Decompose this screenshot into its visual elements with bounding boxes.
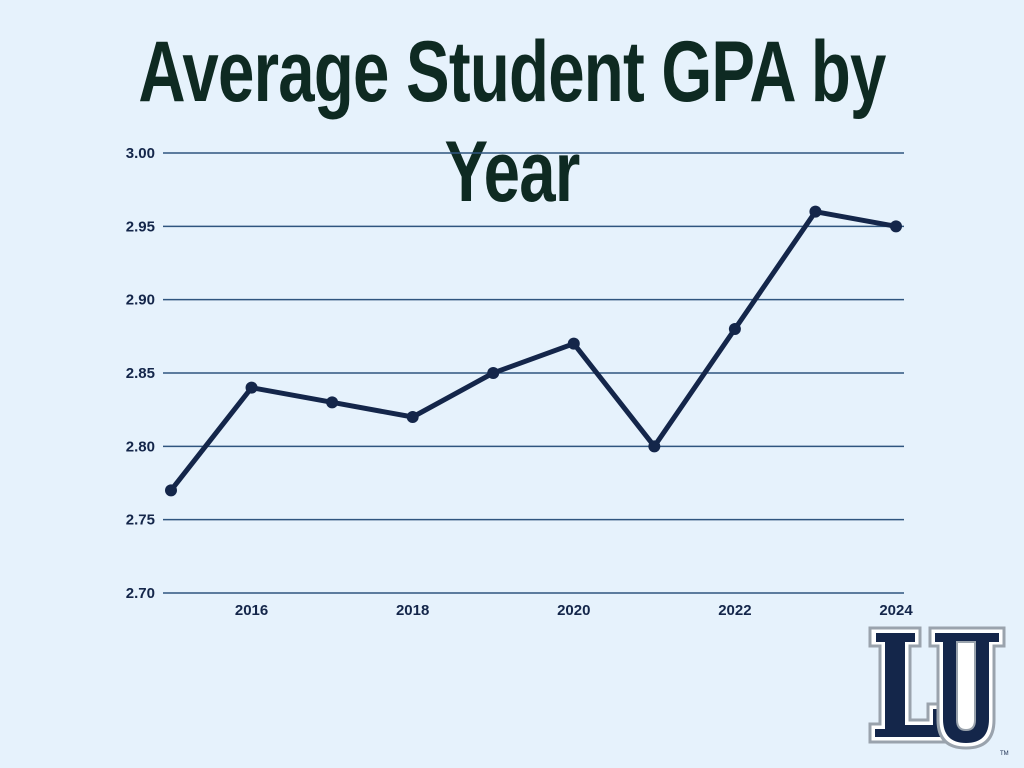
trademark-mark: TM — [1000, 751, 1009, 756]
data-point — [890, 220, 902, 233]
x-tick-label: 2020 — [557, 602, 590, 619]
x-tick-label: 2022 — [718, 602, 751, 619]
data-point — [809, 205, 822, 218]
data-point — [567, 337, 580, 350]
gridlines — [163, 152, 904, 594]
logo-letters — [868, 626, 1006, 750]
y-tick-label: 2.80 — [126, 438, 155, 455]
data-point — [648, 440, 661, 453]
data-point — [165, 484, 177, 497]
y-tick-label: 3.00 — [126, 145, 155, 162]
y-axis-ticks: 3.00 2.95 2.90 2.85 2.80 2.75 2.70 — [126, 145, 155, 602]
y-tick-label: 2.90 — [126, 292, 155, 309]
x-axis-ticks: 2016 2018 2020 2022 2024 — [235, 602, 913, 619]
data-point — [728, 323, 741, 335]
data-points — [165, 205, 902, 497]
x-tick-label: 2024 — [879, 602, 913, 619]
x-tick-label: 2018 — [396, 602, 429, 619]
data-point — [406, 411, 419, 423]
y-tick-label: 2.85 — [126, 365, 155, 382]
series-line — [168, 209, 899, 493]
data-point — [245, 381, 258, 394]
chart-title: Average Student GPA by Year — [138, 24, 886, 220]
y-tick-label: 2.75 — [126, 512, 155, 529]
lu-logo: TM — [868, 626, 1009, 756]
x-tick-label: 2016 — [235, 602, 268, 619]
y-tick-label: 2.95 — [126, 218, 155, 235]
data-point — [487, 367, 500, 379]
data-point — [326, 396, 339, 409]
y-tick-label: 2.70 — [126, 585, 155, 602]
